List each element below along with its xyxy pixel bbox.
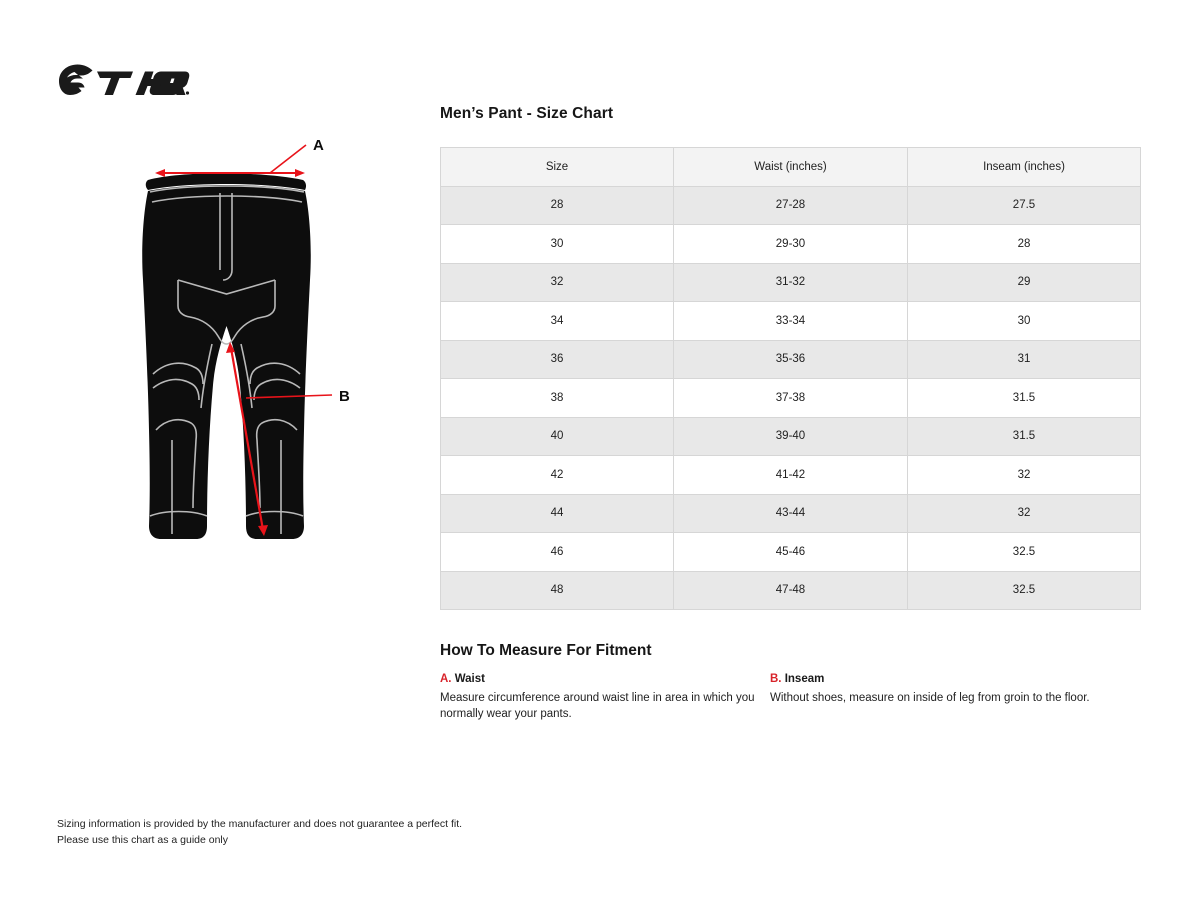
brand-logo	[57, 62, 192, 102]
measure-name-waist: Waist	[454, 673, 485, 685]
how-to-measure-section: How To Measure For Fitment A. Waist Meas…	[440, 642, 1140, 722]
size-chart-table: Size Waist (inches) Inseam (inches) 28 27…	[440, 147, 1141, 610]
table-row: 48 47-48 32.5	[440, 570, 1141, 610]
table-row: 40 39-40 31.5	[440, 416, 1141, 456]
cell-inseam: 30	[907, 301, 1141, 341]
measure-description-waist: Measure circumference around waist line …	[440, 691, 755, 720]
cell-size: 48	[440, 570, 674, 610]
cell-inseam: 29	[907, 262, 1141, 302]
cell-inseam: 31	[907, 339, 1141, 379]
cell-inseam: 31.5	[907, 416, 1141, 456]
pant-seam-lines	[149, 185, 305, 534]
cell-inseam: 32	[907, 493, 1141, 533]
pant-illustration: A B	[60, 130, 410, 570]
table-header-row: Size Waist (inches) Inseam (inches)	[440, 147, 1141, 187]
measure-letter-a: A.	[440, 673, 452, 685]
cell-waist: 37-38	[673, 378, 908, 418]
cell-size: 42	[440, 455, 674, 495]
cell-inseam: 27.5	[907, 185, 1141, 225]
cell-size: 46	[440, 532, 674, 572]
cell-waist: 31-32	[673, 262, 908, 302]
cell-waist: 43-44	[673, 493, 908, 533]
how-to-measure-title: How To Measure For Fitment	[440, 642, 652, 659]
cell-size: 36	[440, 339, 674, 379]
table-row: 36 35-36 31	[440, 339, 1141, 379]
cell-waist: 45-46	[673, 532, 908, 572]
cell-size: 38	[440, 378, 674, 418]
pant-silhouette	[142, 173, 311, 539]
callout-b-label: B	[339, 388, 350, 405]
cell-size: 40	[440, 416, 674, 456]
registered-mark	[185, 91, 190, 95]
measure-description-inseam: Without shoes, measure on inside of leg …	[770, 691, 1090, 704]
cell-waist: 39-40	[673, 416, 908, 456]
table-row: 28 27-28 27.5	[440, 185, 1141, 225]
column-header-size: Size	[440, 147, 674, 187]
cell-inseam: 31.5	[907, 378, 1141, 418]
disclaimer-line-1: Sizing information is provided by the ma…	[57, 818, 463, 830]
callout-a-waist: A	[155, 137, 324, 177]
table-row: 30 29-30 28	[440, 224, 1141, 264]
table-row: 44 43-44 32	[440, 493, 1141, 533]
cell-waist: 29-30	[673, 224, 908, 264]
table-header: Size Waist (inches) Inseam (inches)	[440, 147, 1141, 187]
cell-inseam: 32.5	[907, 570, 1141, 610]
table-body: 28 27-28 27.5 30 29-30 28 32 31-32 29 34 33-34 3…	[440, 185, 1141, 610]
measure-name-inseam: Inseam	[784, 673, 825, 685]
disclaimer: Sizing information is provided by the ma…	[57, 816, 577, 849]
disclaimer-line-2: Please use this chart as a guide only	[57, 834, 229, 847]
measure-letter-b: B.	[770, 673, 782, 685]
table-row: 46 45-46 32.5	[440, 532, 1141, 572]
cell-waist: 41-42	[673, 455, 908, 495]
cell-inseam: 32	[907, 455, 1141, 495]
cell-waist: 33-34	[673, 301, 908, 341]
cell-waist: 47-48	[673, 570, 908, 610]
page-title: Men’s Pant - Size Chart	[440, 105, 614, 122]
cell-inseam: 28	[907, 224, 1141, 264]
measure-item-inseam: B. Inseam Without shoes, measure on insi…	[770, 672, 1140, 722]
table-row: 34 33-34 30	[440, 301, 1141, 341]
cell-size: 28	[440, 185, 674, 225]
column-header-waist: Waist (inches)	[673, 147, 908, 187]
content-column: Men’s Pant - Size Chart Size Waist (inch…	[440, 105, 1141, 722]
cell-waist: 27-28	[673, 185, 908, 225]
table-row: 42 41-42 32	[440, 455, 1141, 495]
callout-a-label: A	[313, 137, 324, 154]
table-row: 38 37-38 31.5	[440, 378, 1141, 418]
thor-helmet-icon	[59, 64, 190, 95]
cell-size: 30	[440, 224, 674, 264]
cell-size: 44	[440, 493, 674, 533]
table-row: 32 31-32 29	[440, 262, 1141, 302]
cell-size: 34	[440, 301, 674, 341]
cell-size: 32	[440, 262, 674, 302]
callout-b-inseam: B	[226, 342, 350, 536]
cell-waist: 35-36	[673, 339, 908, 379]
cell-inseam: 32.5	[907, 532, 1141, 572]
column-header-inseam: Inseam (inches)	[907, 147, 1141, 187]
measure-item-waist: A. Waist Measure circumference around wa…	[440, 672, 770, 722]
